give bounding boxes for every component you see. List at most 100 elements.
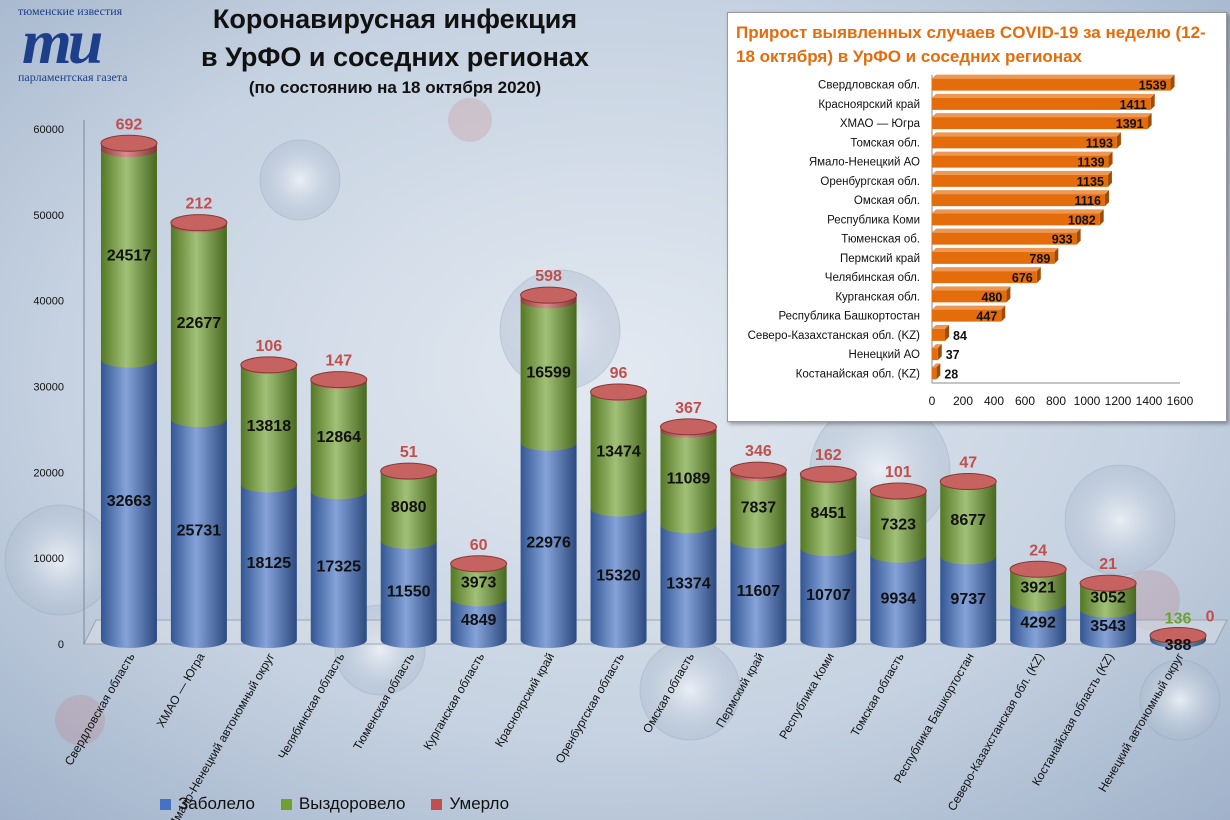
x-category-label: Курганская область [420,651,487,753]
bar-value-label: 13374 [666,576,711,593]
inset-bar-top [932,305,1006,310]
legend-swatch-died [431,798,443,810]
inset-bar-top [932,344,942,349]
inset-bar-front [932,213,1100,226]
bar-3: 17325 12864 147 [310,353,368,648]
inset-bar-front [932,328,946,341]
bar-value-label: 47 [959,455,977,472]
bar-segment-0 [940,556,997,648]
inset-bar-side [1001,305,1006,322]
inset-bar-7: 1082 [932,209,1104,227]
bar-value-label: 7323 [880,516,916,533]
x-category-label: ХМАО — Югра [154,650,208,730]
inset-bar-side [1006,286,1011,303]
inset-category-label: Свердловская обл. [818,80,920,92]
inset-category-label: Республика Коми [827,214,920,226]
bar-value-label: 24517 [107,247,152,264]
bar-value-label: 12864 [317,429,362,446]
bar-value-label: 21 [1099,556,1117,573]
bar-top-cap [799,465,857,483]
inset-bar-value: 1411 [1120,98,1147,112]
inset-bar-front [932,251,1055,264]
x-category-label: Ненецкий автономный округ [1095,650,1186,794]
x-category-label: Пермский край [713,651,767,730]
bar-segment-0 [170,419,227,648]
bar-value-label: 212 [186,196,213,213]
inset-bar-top [932,286,1011,291]
bar-segment-1 [800,475,857,557]
inset-bar-12: 447 [932,305,1006,324]
inset-x-tick-label: 800 [1046,394,1066,408]
inset-bar-front [932,367,937,380]
inset-bar-front [932,136,1117,149]
inset-bar-side [1170,74,1175,91]
bar-value-label: 136 [1165,611,1192,628]
inset-bar-side [937,344,942,361]
bar-value-label: 11089 [667,471,711,488]
bar-value-label: 3052 [1090,589,1126,606]
inset-bar-side [1150,93,1155,110]
inset-bar-value: 84 [953,329,967,343]
bar-value-label: 25731 [177,523,222,540]
inset-bar-value: 447 [976,310,997,324]
bar-segment-0 [310,491,367,648]
bar-segment-1 [940,481,997,565]
page-title: Коронавирусная инфекция в УрФО и соседни… [170,0,620,98]
inset-bar-15: 28 [932,363,958,381]
x-category-label: Костанайская область (KZ) [1029,651,1117,789]
inset-bar-top [932,267,1041,272]
bar-value-label: 7837 [741,500,777,517]
inset-bar-top [932,74,1175,79]
inset-category-label: Челябинская обл. [825,272,920,284]
inset-bar-front [932,271,1037,284]
bar-segment-1 [590,392,647,517]
bar-segment-1 [100,149,157,368]
inset-bar-top [932,324,950,329]
inset-bar-side [1099,209,1104,226]
inset-x-tick-label: 0 [929,394,936,408]
inset-x-tick-label: 200 [953,394,973,408]
bar-top-cap [939,473,997,491]
bar-value-label: 60 [470,537,488,554]
bar-value-label: 3543 [1090,618,1126,635]
inset-x-tick-label: 1000 [1074,394,1101,408]
inset-category-label: Тюменская об. [841,234,920,246]
y-tick-label: 0 [58,639,64,651]
bar-top-cap [1009,560,1067,578]
x-category-label: Свердловская область [62,651,138,768]
bar-segment-0 [1080,609,1137,648]
x-category-label: Томская область [848,651,907,739]
bar-segment-0 [590,508,647,648]
inset-bar-side [936,363,941,380]
bar-value-label: 16599 [526,365,571,382]
bar-1: 25731 22677 212 [170,196,228,648]
bar-top-cap [240,356,298,374]
inset-bar-13: 84 [932,324,967,343]
bar-segment-1 [450,564,507,607]
bar-8: 13374 11089 367 [659,400,717,648]
inset-bar-side [1076,228,1081,245]
bar-0: 32663 24517 692 [100,116,158,648]
legend-swatch-sick [160,798,171,810]
inset-bar-top [932,113,1152,118]
inset-bar-top [932,209,1104,214]
bar-value-label: 8080 [391,499,427,516]
inset-bar-8: 933 [932,228,1081,247]
inset-category-label: Оренбургская обл. [820,176,920,188]
title-line-1: Коронавирусная инфекция [212,4,578,34]
bar-value-label: 3973 [461,574,497,591]
legend-item-sick: Заболело [160,794,255,814]
bar-segment-0 [380,540,437,648]
y-tick-label: 50000 [33,210,64,222]
inset-bar-top [932,170,1112,175]
x-category-label: Республика Коми [776,651,837,742]
bar-segment-1 [1010,569,1067,612]
bar-value-label: 598 [535,268,562,285]
y-tick-label: 30000 [33,382,64,394]
bar-value-label: 17325 [317,559,362,576]
bar-value-label: 13818 [247,418,292,435]
bar-top-cap [1079,574,1137,592]
bar-segment-0 [450,598,507,648]
bar-top-cap [1149,627,1207,645]
